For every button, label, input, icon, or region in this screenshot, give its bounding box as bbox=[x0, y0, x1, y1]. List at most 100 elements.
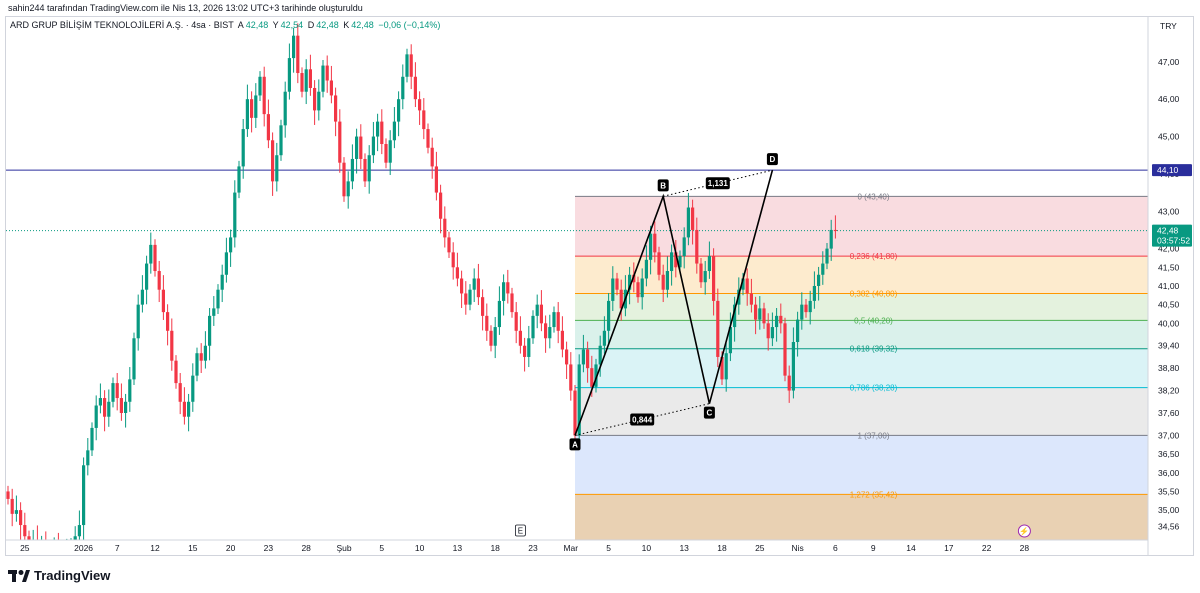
candle-body bbox=[728, 327, 732, 354]
candle-body bbox=[140, 289, 144, 305]
last-price-badge-bg bbox=[1152, 224, 1192, 247]
candle-body bbox=[619, 289, 623, 309]
ratio-bd-label-text: 1,131 bbox=[708, 179, 729, 188]
fib-level-label: 0,786 (38,28) bbox=[850, 384, 898, 393]
candle-body bbox=[787, 375, 791, 391]
candle-body bbox=[392, 121, 396, 141]
fib-zone bbox=[575, 320, 1148, 349]
last-price-badge-text: 42,48 bbox=[1157, 226, 1179, 236]
candle-body bbox=[712, 256, 716, 301]
ratio-bd-label-bg bbox=[705, 177, 730, 190]
pattern-point-c-bg bbox=[703, 406, 715, 419]
candle-body bbox=[552, 312, 556, 328]
candle-body bbox=[40, 544, 43, 551]
candle-body bbox=[153, 244, 157, 272]
price-tick-label: 34,56 bbox=[1158, 522, 1180, 532]
candle-body bbox=[573, 390, 577, 436]
candle-body bbox=[178, 383, 182, 402]
candle-body bbox=[6, 491, 10, 499]
candle-body bbox=[98, 398, 102, 406]
time-tick-label: 7 bbox=[115, 543, 120, 553]
candle-body bbox=[77, 525, 81, 537]
ratio-bd-label: 1,131 bbox=[705, 177, 730, 190]
price-tick-label: 39,40 bbox=[1158, 341, 1180, 351]
candle-body bbox=[128, 379, 132, 402]
candle-body bbox=[716, 300, 720, 357]
lightning-icon-glyph: ⚡ bbox=[1019, 526, 1029, 536]
candle-body bbox=[674, 252, 678, 268]
tradingview-logo-icon bbox=[8, 569, 30, 582]
candle-body bbox=[111, 383, 115, 402]
candle-body bbox=[665, 271, 669, 290]
candle-body bbox=[464, 293, 468, 305]
price-tick-label: 42,00 bbox=[1158, 244, 1180, 254]
candle-body bbox=[518, 330, 522, 346]
price-tick-label: 47,00 bbox=[1158, 57, 1180, 67]
candle-body bbox=[804, 304, 808, 313]
candle-body bbox=[691, 207, 695, 230]
time-tick-label: 14 bbox=[906, 543, 916, 553]
candle-body bbox=[749, 293, 753, 305]
candle-body bbox=[661, 274, 665, 290]
legend-open-value: 42,48 bbox=[245, 20, 269, 30]
candle-body bbox=[132, 338, 136, 380]
candle-body bbox=[447, 237, 451, 253]
candle-body bbox=[23, 525, 27, 537]
candle-body bbox=[241, 129, 245, 167]
candle-body bbox=[539, 304, 543, 324]
candle-body bbox=[363, 158, 367, 182]
legend-symbol[interactable]: ARD GRUP BİLİŞİM TEKNOLOJİLERİ A.Ş. · 4s… bbox=[10, 20, 234, 30]
candle-body bbox=[187, 401, 191, 417]
candle-body bbox=[36, 540, 39, 551]
candle-body bbox=[506, 282, 510, 294]
fib-zone bbox=[575, 293, 1148, 321]
candle-body bbox=[497, 300, 501, 328]
candle-body bbox=[296, 35, 300, 74]
ratio-ac-label-bg bbox=[630, 413, 655, 426]
candle-body bbox=[145, 263, 149, 290]
candle-body bbox=[434, 166, 438, 193]
fib-level-label: 0 (43,40) bbox=[857, 192, 889, 201]
candle-body bbox=[342, 162, 346, 197]
candle-body bbox=[468, 289, 472, 305]
ratio-ac-label: 0,844 bbox=[630, 413, 655, 426]
candle-body bbox=[544, 323, 548, 339]
candle-body bbox=[535, 304, 539, 316]
price-tick-label: 36,50 bbox=[1158, 449, 1180, 459]
candle-body bbox=[733, 304, 737, 328]
candle-body bbox=[86, 450, 90, 466]
price-tick-label: 35,50 bbox=[1158, 486, 1180, 496]
time-tick-label: 23 bbox=[528, 543, 538, 553]
candle-body bbox=[10, 498, 14, 514]
candle-body bbox=[94, 405, 98, 428]
time-tick-label: 28 bbox=[301, 543, 311, 553]
legend-low-label: D bbox=[307, 20, 315, 30]
time-tick-label: 12 bbox=[150, 543, 160, 553]
candle-body bbox=[430, 147, 434, 167]
time-tick-label: 13 bbox=[453, 543, 463, 553]
pattern-point-a-bg bbox=[569, 438, 581, 451]
ratio-ac-label-text: 0,844 bbox=[632, 416, 653, 425]
fib-zone bbox=[575, 256, 1148, 294]
candle-body bbox=[313, 87, 317, 111]
candle-body bbox=[451, 252, 455, 268]
time-tick-label: 28 bbox=[1020, 543, 1030, 553]
fib-zone bbox=[575, 348, 1148, 388]
candle-body bbox=[321, 65, 325, 92]
candle-body bbox=[48, 555, 51, 562]
candle-body bbox=[615, 278, 619, 290]
fib-level-label: 0,618 (39,32) bbox=[850, 345, 898, 354]
candle-body bbox=[405, 54, 409, 77]
candle-body bbox=[266, 114, 270, 141]
time-tick-label: 2026 bbox=[74, 543, 93, 553]
price-tick-label: 37,00 bbox=[1158, 430, 1180, 440]
tradingview-logo[interactable]: TradingView bbox=[8, 568, 110, 583]
time-tick-label: 9 bbox=[871, 543, 876, 553]
pattern-point-b: B bbox=[657, 179, 669, 192]
candle-body bbox=[224, 252, 228, 275]
candle-body bbox=[275, 155, 279, 182]
candle-body bbox=[560, 330, 564, 350]
candle-body bbox=[53, 547, 56, 562]
